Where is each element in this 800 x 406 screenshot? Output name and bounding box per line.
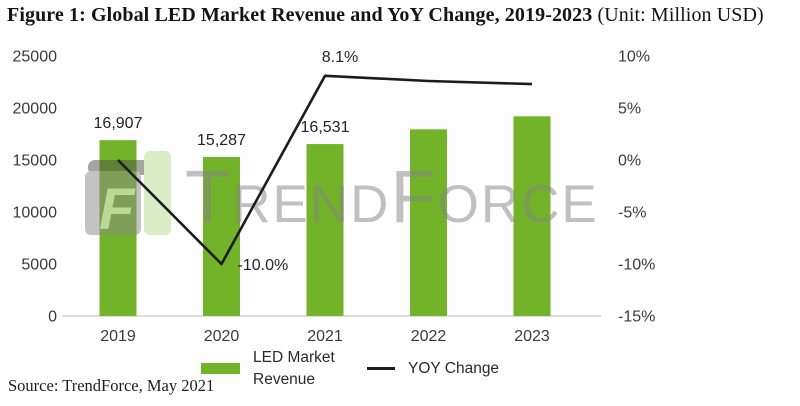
right-axis-tick: -10% (618, 257, 655, 274)
x-axis-label: 2020 (204, 328, 240, 345)
legend-label-revenue: LED Market Revenue (253, 349, 335, 388)
bar-2021 (306, 144, 344, 316)
right-axis-tick: 10% (618, 49, 650, 66)
trendforce-wordmark: TRENDFORCE (185, 155, 599, 238)
legend-label-yoy: YOY Change (408, 359, 500, 377)
left-axis-tick: 25000 (13, 49, 58, 66)
trendforce-logo-glyph: F (99, 177, 136, 242)
yoy-value-label: 8.1% (322, 49, 358, 66)
x-axis-label: 2021 (307, 328, 343, 345)
bar-2020 (203, 157, 240, 316)
bar-value-label: 16,531 (301, 119, 350, 136)
source-note: Source: TrendForce, May 2021 (8, 376, 215, 395)
bar-2022 (410, 129, 447, 316)
bar-value-label: 16,907 (94, 115, 143, 132)
right-axis-tick: -5% (618, 205, 646, 222)
right-axis-tick: 0% (618, 153, 641, 170)
legend-item-revenue: LED Market Revenue (201, 347, 341, 390)
yoy-value-label: -10.0% (238, 257, 289, 274)
trendforce-logo-icon (85, 171, 141, 235)
figure-title: Figure 1: Global LED Market Revenue and … (7, 4, 797, 27)
bar-value-label: 15,287 (197, 132, 246, 149)
left-axis-tick: 15000 (13, 153, 58, 170)
right-axis-tick: 5% (618, 101, 641, 118)
right-axis-tick: -15% (618, 309, 655, 326)
x-axis-label: 2023 (514, 328, 550, 345)
trendforce-watermark: F TRENDFORCE (85, 151, 599, 242)
legend-swatch-yoy-icon (367, 367, 395, 371)
figure-title-text: Figure 1: Global LED Market Revenue and … (7, 4, 593, 26)
x-axis-label: 2022 (411, 328, 447, 345)
yoy-line (117, 74, 533, 266)
legend-swatch-revenue-icon (201, 363, 240, 375)
figure-title-unit: (Unit: Million USD) (592, 4, 764, 26)
legend-item-yoy: YOY Change (367, 360, 499, 378)
trendforce-logo-icon (144, 151, 171, 235)
chart-legend: LED Market Revenue YOY Change (201, 347, 499, 390)
x-axis-label: 2019 (100, 328, 136, 345)
left-axis-tick: 20000 (13, 101, 58, 118)
left-axis-tick: 5000 (21, 257, 57, 274)
bar-2023 (513, 116, 551, 316)
left-axis-tick: 10000 (13, 205, 58, 222)
left-axis-tick: 0 (48, 309, 57, 326)
